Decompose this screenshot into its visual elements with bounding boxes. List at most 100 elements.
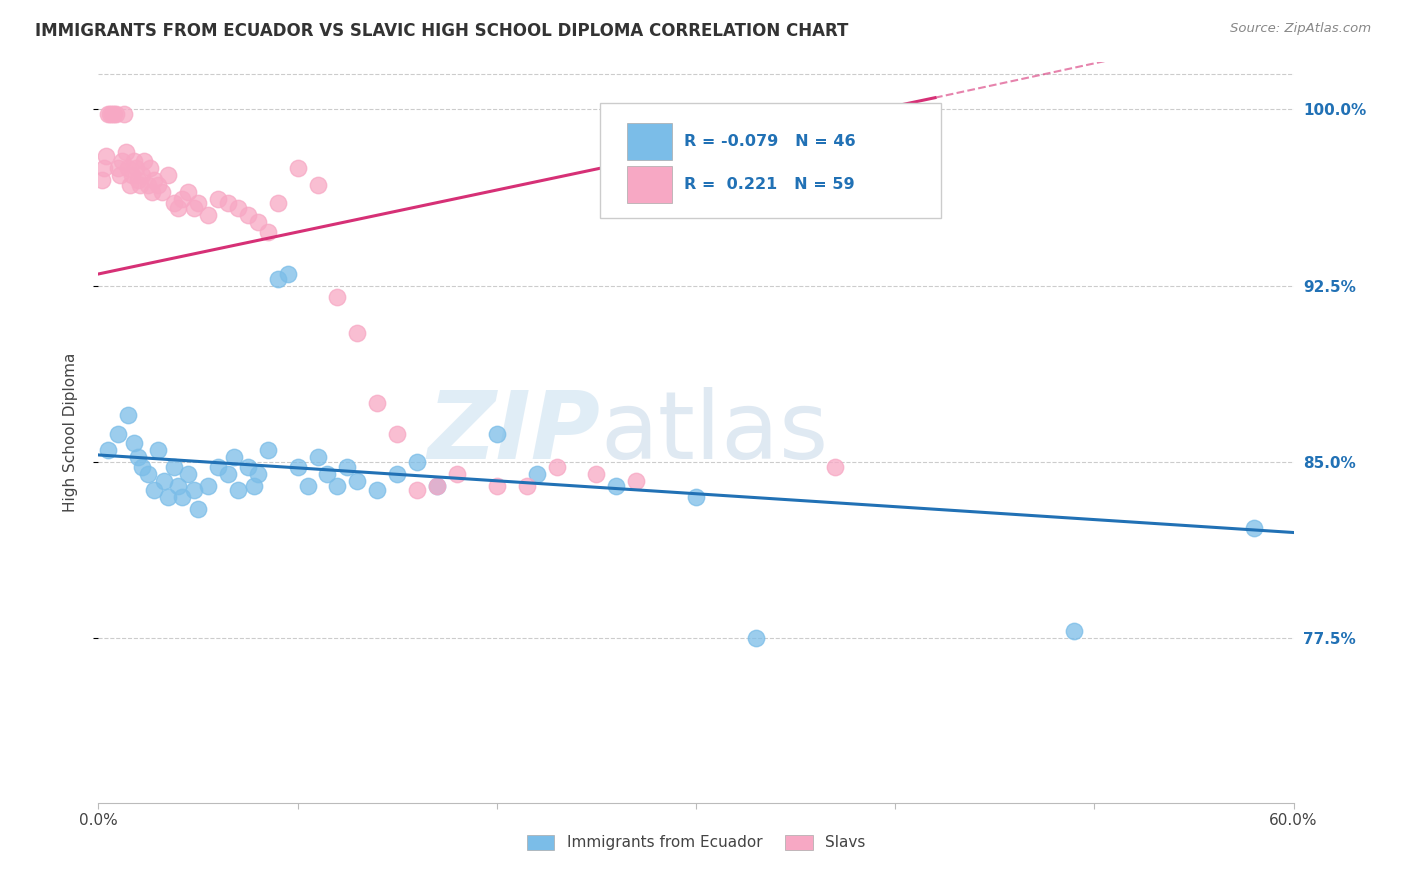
Point xyxy=(236,459,259,474)
Text: atlas: atlas xyxy=(600,386,828,479)
Point xyxy=(139,161,162,176)
Point xyxy=(153,474,176,488)
Point xyxy=(172,490,194,504)
Point xyxy=(307,450,329,465)
Point xyxy=(406,455,429,469)
Point xyxy=(150,185,173,199)
Point xyxy=(105,107,128,121)
Point xyxy=(96,149,118,163)
Point xyxy=(745,632,768,646)
Bar xyxy=(627,123,672,161)
Point xyxy=(167,201,190,215)
Point xyxy=(93,161,115,176)
Point xyxy=(385,467,409,481)
Point xyxy=(297,478,319,492)
Point xyxy=(127,173,149,187)
Point xyxy=(256,225,278,239)
Point xyxy=(626,474,648,488)
Point xyxy=(526,467,548,481)
Point xyxy=(124,436,146,450)
Point xyxy=(111,154,134,169)
Point xyxy=(167,478,190,492)
Point xyxy=(148,443,170,458)
Bar xyxy=(627,166,672,203)
Point xyxy=(187,196,209,211)
Point xyxy=(326,290,349,304)
Point xyxy=(326,478,349,492)
Point xyxy=(346,474,368,488)
Point xyxy=(287,459,309,474)
Point xyxy=(307,178,329,192)
Point xyxy=(246,467,269,481)
Point xyxy=(1063,624,1085,639)
Point xyxy=(226,483,249,498)
Point xyxy=(107,426,129,441)
Point xyxy=(485,478,508,492)
Point xyxy=(131,168,153,182)
Y-axis label: High School Diploma: High School Diploma xyxy=(63,353,77,512)
Point xyxy=(406,483,429,498)
Point xyxy=(121,168,143,182)
Point xyxy=(163,459,186,474)
Point xyxy=(134,154,156,169)
Point xyxy=(136,178,159,192)
Point xyxy=(197,478,219,492)
Point xyxy=(187,502,209,516)
Point xyxy=(148,178,170,192)
Point xyxy=(157,490,180,504)
Point xyxy=(243,478,266,492)
Point xyxy=(143,483,166,498)
Point xyxy=(129,178,152,192)
Point xyxy=(163,196,186,211)
Point xyxy=(222,450,245,465)
Point xyxy=(246,215,269,229)
Point xyxy=(287,161,309,176)
Point xyxy=(385,426,409,441)
Point xyxy=(183,483,205,498)
Point xyxy=(366,396,388,410)
Point xyxy=(136,467,159,481)
Legend: Immigrants from Ecuador, Slavs: Immigrants from Ecuador, Slavs xyxy=(519,827,873,858)
Point xyxy=(485,426,508,441)
Point xyxy=(267,271,290,285)
Point xyxy=(183,201,205,215)
Point xyxy=(605,478,627,492)
Point xyxy=(585,467,607,481)
Point xyxy=(131,459,153,474)
Point xyxy=(316,467,339,481)
Point xyxy=(177,185,200,199)
Point xyxy=(91,173,114,187)
Point xyxy=(107,161,129,176)
Text: R =  0.221   N = 59: R = 0.221 N = 59 xyxy=(685,178,855,192)
Point xyxy=(207,192,229,206)
Point xyxy=(177,467,200,481)
Point xyxy=(197,208,219,222)
Point xyxy=(112,107,135,121)
Point xyxy=(824,459,846,474)
Point xyxy=(516,478,538,492)
FancyBboxPatch shape xyxy=(600,103,941,218)
Point xyxy=(236,208,259,222)
Point xyxy=(336,459,359,474)
Point xyxy=(120,178,142,192)
Point xyxy=(103,107,125,121)
Point xyxy=(98,107,122,121)
Point xyxy=(426,478,449,492)
Point xyxy=(267,196,290,211)
Point xyxy=(346,326,368,340)
Point xyxy=(117,161,139,176)
Point xyxy=(546,459,568,474)
Point xyxy=(1243,521,1265,535)
Point xyxy=(226,201,249,215)
Text: ZIP: ZIP xyxy=(427,386,600,479)
Text: R = -0.079   N = 46: R = -0.079 N = 46 xyxy=(685,134,856,149)
Point xyxy=(366,483,388,498)
Text: IMMIGRANTS FROM ECUADOR VS SLAVIC HIGH SCHOOL DIPLOMA CORRELATION CHART: IMMIGRANTS FROM ECUADOR VS SLAVIC HIGH S… xyxy=(35,22,849,40)
Point xyxy=(426,478,449,492)
Point xyxy=(97,443,120,458)
Point xyxy=(685,490,707,504)
Point xyxy=(110,168,132,182)
Point xyxy=(217,196,239,211)
Point xyxy=(117,408,139,422)
Point xyxy=(127,450,149,465)
